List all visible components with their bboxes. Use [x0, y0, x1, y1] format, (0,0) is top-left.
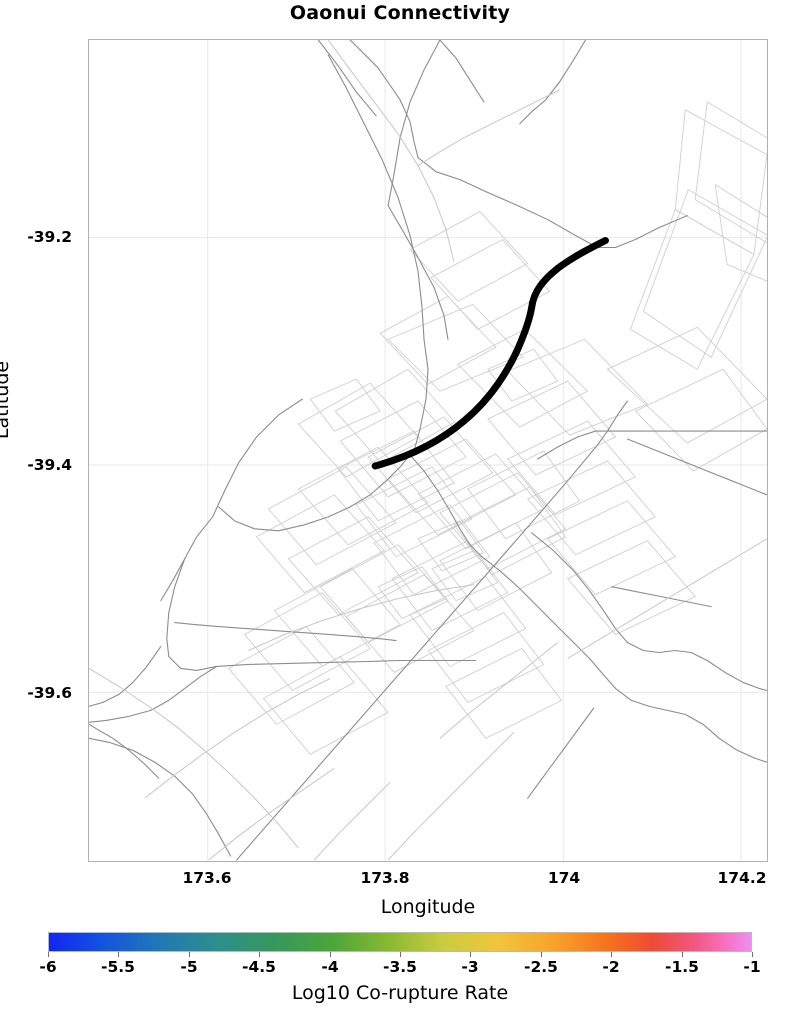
colorbar-tickmark-1	[118, 952, 119, 957]
colorbar-tickmark-4	[330, 952, 331, 957]
x-tick-3: 174.2	[717, 869, 767, 887]
map-axes	[88, 39, 768, 862]
colorbar-tickmark-7	[541, 952, 542, 957]
y-tick-1: -39.4	[27, 456, 72, 474]
colorbar-tick-6: -3	[461, 958, 479, 976]
y-tick-2: -39.6	[27, 684, 72, 702]
x-axis-label: Longitude	[380, 896, 476, 918]
source-fault-trace	[371, 237, 609, 470]
colorbar-tickmark-10	[752, 952, 753, 957]
secondary-fault-lines	[89, 40, 767, 861]
colorbar-tick-3: -4.5	[242, 958, 276, 976]
map-plot-area	[89, 40, 767, 861]
colorbar-tickmark-3	[259, 952, 260, 957]
colorbar-tickmark-8	[611, 952, 612, 957]
colorbar-label: Log10 Co-rupture Rate	[291, 982, 509, 1004]
colorbar-tickmark-0	[48, 952, 49, 957]
colorbar-tick-2: -5	[180, 958, 198, 976]
colorbar-tick-8: -2	[602, 958, 620, 976]
x-tick-2: 174	[547, 869, 581, 887]
colorbar-tickmark-5	[400, 952, 401, 957]
colorbar-tick-1: -5.5	[101, 958, 135, 976]
x-tick-0: 173.6	[182, 869, 232, 887]
colorbar-tick-0: -6	[39, 958, 57, 976]
gridlines	[89, 40, 767, 861]
colorbar-tick-5: -3.5	[383, 958, 417, 976]
colorbar-tick-10: -1	[743, 958, 761, 976]
colorbar-tick-4: -4	[321, 958, 339, 976]
source-fault-path	[371, 237, 609, 470]
colorbar-tick-9: -1.5	[665, 958, 699, 976]
x-tick-1: 173.8	[360, 869, 410, 887]
page-title: Oaonui Connectivity	[289, 2, 511, 24]
colorbar-tickmark-2	[189, 952, 190, 957]
colorbar-tickmark-9	[682, 952, 683, 957]
colorbar-tickmark-6	[470, 952, 471, 957]
colorbar-tick-7: -2.5	[524, 958, 558, 976]
fault-section-polygons	[227, 101, 767, 755]
colorbar-gradient	[48, 932, 752, 952]
y-tick-0: -39.2	[27, 228, 72, 246]
fault-trace-lines	[89, 40, 767, 861]
